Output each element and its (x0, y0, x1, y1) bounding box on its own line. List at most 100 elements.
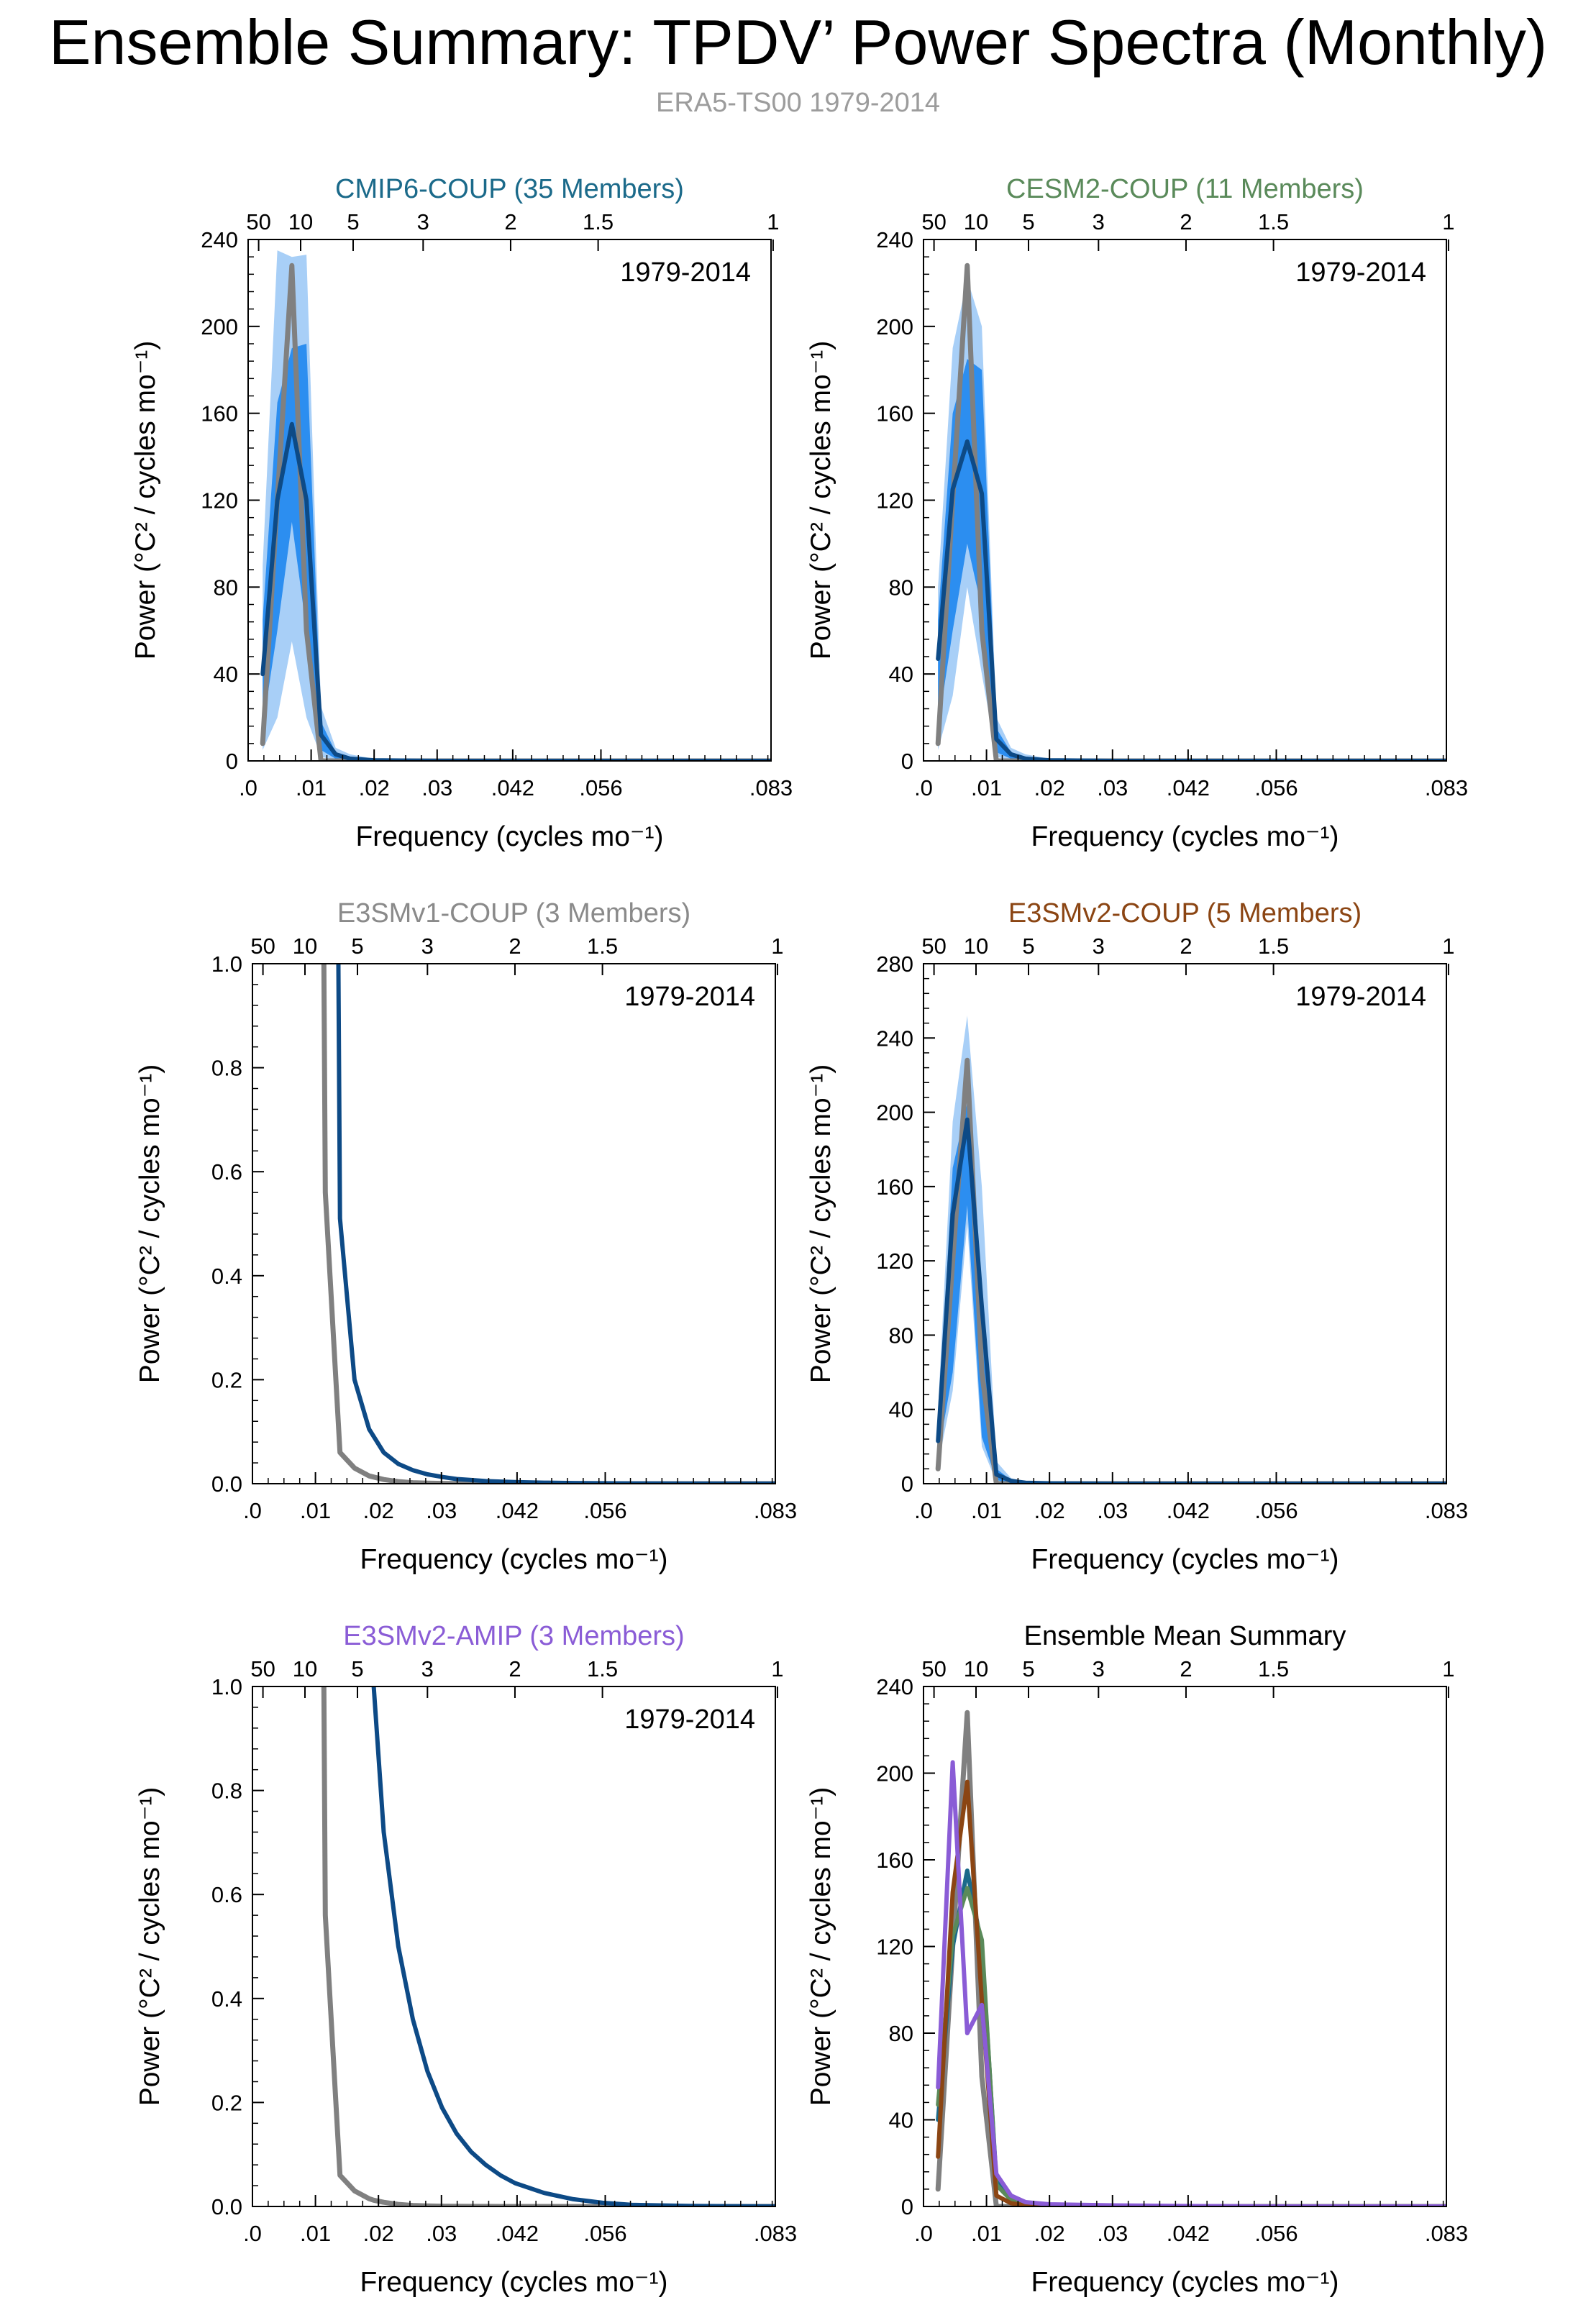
period-tick-label: 1 (1442, 1656, 1454, 1681)
x-tick-label: .0 (914, 775, 933, 800)
plot-area (260, 250, 771, 761)
y-tick-label: 120 (876, 1935, 913, 1960)
main-title: Ensemble Summary: TPDV’ Power Spectra (M… (48, 6, 1548, 78)
x-tick-label: .0 (914, 2221, 933, 2246)
spread-band-inner (263, 344, 771, 761)
x-axis-label: Frequency (cycles mo⁻¹) (1031, 821, 1339, 852)
ensemble-summary-line-2 (936, 1886, 1446, 2206)
y-tick-label: 40 (214, 662, 238, 687)
x-tick-label: .042 (491, 775, 534, 800)
y-tick-label: 80 (889, 1323, 913, 1348)
chart-panel-1: 0 40 80 120 160 200 240 .0 .01 .02 .03 .042 .056 .083… (130, 174, 793, 852)
panel-title: E3SMv2-AMIP (3 Members) (343, 1621, 684, 1651)
y-tick-label: 80 (214, 575, 238, 600)
y-tick-label: 80 (889, 575, 913, 600)
obs-series-line (321, 964, 775, 1484)
y-tick-label: 0.8 (211, 1056, 242, 1081)
y-tick-label: 280 (876, 951, 913, 977)
x-tick-label: .02 (1034, 775, 1065, 800)
y-axis-label: Power (°C² / cycles mo⁻¹) (806, 341, 836, 660)
period-tick-label: 2 (509, 1656, 521, 1681)
x-tick-label: .0 (243, 2221, 262, 2246)
chart-panel-2: 0 40 80 120 160 200 240 .0 .01 .02 .03 .042 .056 .083… (806, 174, 1468, 852)
x-tick-label: .083 (1425, 2221, 1468, 2246)
x-tick-label: .0 (243, 1498, 262, 1523)
y-axis-label: Power (°C² / cycles mo⁻¹) (134, 1064, 165, 1384)
obs-series-line (935, 1057, 1446, 1484)
ensemble-mean-line (936, 439, 1446, 761)
period-tick-label: 1 (1442, 934, 1454, 959)
period-tick-label: 2 (1180, 1656, 1192, 1681)
y-axis-label: Power (°C² / cycles mo⁻¹) (130, 341, 161, 660)
x-tick-label: .083 (749, 775, 793, 800)
period-tick-label: 5 (1022, 209, 1034, 234)
period-tick-label: 2 (1180, 934, 1192, 959)
y-tick-label: 0.2 (211, 2090, 242, 2115)
period-tick-label: 50 (246, 209, 270, 234)
y-axis-label: Power (°C² / cycles mo⁻¹) (806, 1064, 836, 1384)
y-tick-label: 240 (876, 1674, 913, 1699)
x-tick-label: .056 (1254, 1498, 1298, 1523)
period-annotation: 1979-2014 (1295, 257, 1426, 288)
period-annotation: 1979-2014 (624, 982, 755, 1012)
y-tick-label: 160 (876, 1848, 913, 1873)
x-tick-label: .083 (754, 2221, 797, 2246)
x-tick-label: .01 (971, 775, 1002, 800)
x-tick-label: .0 (239, 775, 257, 800)
x-tick-label: .056 (583, 1498, 626, 1523)
x-tick-label: .03 (1097, 1498, 1128, 1523)
panel-title: Ensemble Mean Summary (1024, 1621, 1346, 1651)
y-tick-label: 160 (876, 401, 913, 426)
plot-frame (252, 1686, 776, 2207)
x-tick-label: .02 (1034, 2221, 1065, 2246)
ensemble-summary-line-1 (936, 1868, 1446, 2206)
x-axis-label: Frequency (cycles mo⁻¹) (1031, 2267, 1339, 2298)
panel-title: E3SMv1-COUP (3 Members) (337, 898, 690, 928)
y-tick-label: 0.8 (211, 1779, 242, 1804)
y-tick-label: 0 (901, 2194, 913, 2219)
chart-panel-4: 0 40 80 120 160 200 240 280 .0 .01 .02 .03 .042 .056.… (806, 898, 1468, 1575)
obs-series-line (935, 263, 1446, 761)
x-tick-label: .056 (1254, 775, 1298, 800)
plot-frame (923, 1686, 1447, 2207)
period-tick-label: 1.5 (587, 1656, 618, 1681)
y-tick-label: 200 (201, 314, 238, 339)
period-tick-label: 3 (421, 1656, 434, 1681)
plot-frame (923, 963, 1447, 1484)
y-tick-label: 0.2 (211, 1367, 242, 1392)
y-tick-label: 0.6 (211, 1882, 242, 1907)
ensemble-summary-line-4 (936, 1760, 1446, 2206)
panel-title: CMIP6-COUP (35 Members) (335, 174, 684, 204)
x-axis-label: Frequency (cycles mo⁻¹) (360, 2267, 667, 2298)
y-tick-label: 200 (876, 314, 913, 339)
x-axis-label: Frequency (cycles mo⁻¹) (1031, 1544, 1339, 1575)
plot-frame (247, 239, 772, 762)
panel-title: E3SMv2-COUP (5 Members) (1008, 898, 1362, 928)
x-axis-label: Frequency (cycles mo⁻¹) (360, 1544, 667, 1575)
y-tick-label: 200 (876, 1100, 913, 1126)
period-tick-label: 3 (1093, 934, 1105, 959)
plot-area (935, 263, 1446, 761)
y-tick-label: 0.0 (211, 2194, 242, 2219)
x-tick-label: .02 (363, 2221, 394, 2246)
period-tick-label: 50 (250, 1656, 275, 1681)
spread-band-outer (938, 278, 1446, 761)
period-tick-label: 5 (347, 209, 359, 234)
period-tick-label: 1.5 (1258, 1656, 1289, 1681)
period-tick-label: 1.5 (1258, 209, 1289, 234)
x-tick-label: .042 (496, 2221, 539, 2246)
y-tick-label: 40 (889, 2108, 913, 2133)
x-tick-label: .0 (914, 1498, 933, 1523)
period-tick-label: 1.5 (587, 934, 618, 959)
y-tick-label: 200 (876, 1761, 913, 1786)
spread-band-outer (938, 1015, 1446, 1484)
period-tick-label: 2 (1180, 209, 1192, 234)
period-tick-label: 2 (509, 934, 521, 959)
period-tick-label: 5 (1022, 934, 1034, 959)
x-tick-label: .01 (300, 1498, 331, 1523)
ensemble-mean-line (336, 964, 775, 1484)
spread-band-inner (938, 359, 1446, 761)
period-tick-label: 1 (771, 934, 783, 959)
plot-area (321, 1686, 775, 2206)
